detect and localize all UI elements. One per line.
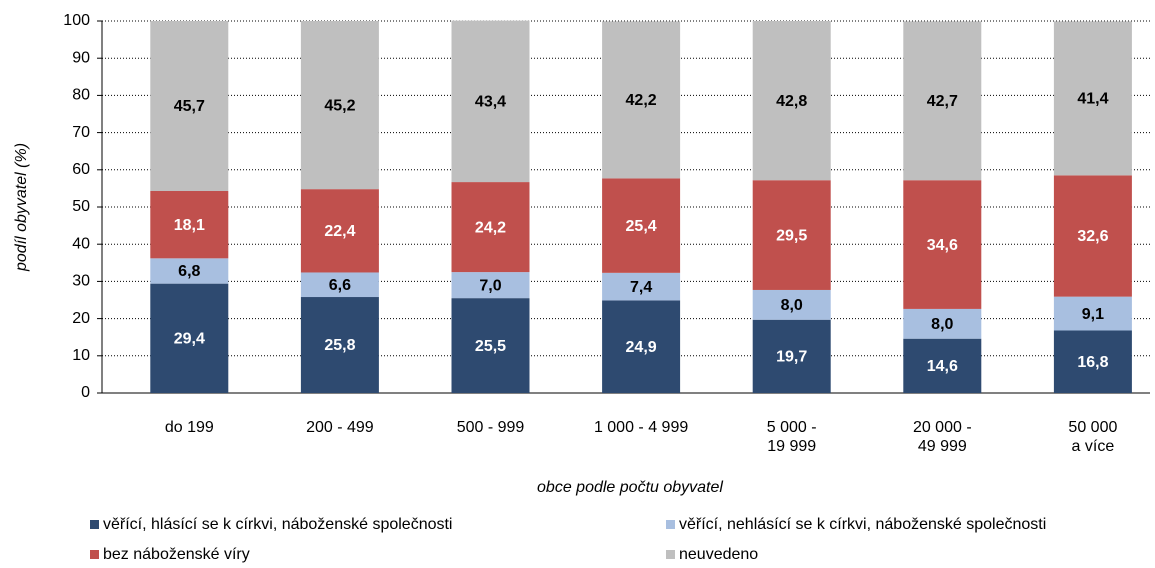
data-label: 25,4 xyxy=(626,218,657,235)
data-label: 24,2 xyxy=(475,219,506,236)
y-tick-label: 80 xyxy=(72,87,90,104)
bar-segment xyxy=(1053,296,1132,331)
bar-segment xyxy=(451,298,530,393)
data-label: 42,7 xyxy=(927,93,958,110)
data-label: 24,9 xyxy=(626,339,657,356)
legend-swatch xyxy=(90,520,99,529)
data-label: 29,4 xyxy=(174,331,205,348)
bar-segment xyxy=(451,20,530,183)
data-label: 6,8 xyxy=(178,263,200,280)
bar-segment xyxy=(903,308,982,339)
x-tick-label: 50 000 a více xyxy=(1068,419,1118,455)
bar-segment xyxy=(752,180,831,290)
data-label: 43,4 xyxy=(475,94,506,111)
data-label: 8,0 xyxy=(931,316,953,333)
legend-label: neuvedeno xyxy=(679,546,758,563)
y-tick-label: 30 xyxy=(72,273,90,290)
y-tick-label: 20 xyxy=(72,310,90,327)
bar-segment xyxy=(300,21,379,190)
bar-segment xyxy=(602,272,681,301)
bar-segment xyxy=(602,178,681,273)
data-label: 8,0 xyxy=(781,297,803,314)
legend-label: věřící, nehlásící se k církvi, nábožensk… xyxy=(679,516,1046,533)
y-tick-label: 0 xyxy=(81,384,90,401)
bar-segment xyxy=(1053,21,1132,176)
legend-swatch xyxy=(666,550,675,559)
data-label: 42,8 xyxy=(776,93,807,110)
y-tick-label: 50 xyxy=(72,198,90,215)
data-label: 14,6 xyxy=(927,358,958,375)
bar-segment xyxy=(300,189,379,273)
bar-segment xyxy=(300,297,379,393)
y-tick-label: 100 xyxy=(63,12,90,29)
x-tick-label: 5 000 - 19 999 xyxy=(766,419,817,455)
y-tick-label: 90 xyxy=(72,49,90,66)
y-tick-label: 70 xyxy=(72,124,90,141)
legend-swatch xyxy=(90,550,99,559)
data-label: 6,6 xyxy=(329,277,351,294)
data-label: 29,5 xyxy=(776,227,807,244)
bar-segment xyxy=(903,21,982,181)
data-label: 7,0 xyxy=(479,277,501,294)
data-label: 25,8 xyxy=(324,337,355,354)
bar-segment xyxy=(451,272,530,299)
bar-segment xyxy=(451,182,530,273)
data-label: 19,7 xyxy=(776,349,807,366)
x-tick-label: do 199 xyxy=(164,419,214,436)
y-axis-title: podíl obyvatel (%) xyxy=(13,143,30,272)
bar-segment xyxy=(1053,330,1132,393)
x-tick-label: 500 - 999 xyxy=(456,419,525,436)
bar-segment xyxy=(602,21,681,179)
data-label: 16,8 xyxy=(1077,354,1108,371)
data-label: 25,5 xyxy=(475,338,506,355)
y-tick-label: 60 xyxy=(72,161,90,178)
x-tick-label: 1 000 - 4 999 xyxy=(593,419,689,436)
data-label: 9,1 xyxy=(1082,306,1104,323)
bar-segment xyxy=(903,338,982,393)
data-label: 32,6 xyxy=(1077,228,1108,245)
data-label: 22,4 xyxy=(324,223,355,240)
y-tick-label: 10 xyxy=(72,347,90,364)
bar-segment xyxy=(752,319,831,393)
x-axis-title: obce podle počtu obyvatel xyxy=(537,479,723,496)
bar-segment xyxy=(150,191,229,259)
bar-segment xyxy=(752,21,831,181)
bar-segment xyxy=(300,272,379,298)
x-tick-label: 200 - 499 xyxy=(306,419,374,436)
legend-label: věřící, hlásící se k církvi, náboženské … xyxy=(103,516,452,533)
bar-segment xyxy=(1053,175,1132,297)
bar-segment xyxy=(903,180,982,309)
data-label: 18,1 xyxy=(174,217,205,234)
bar-segment xyxy=(150,283,229,393)
y-tick-label: 40 xyxy=(72,235,90,252)
bar-segment xyxy=(150,21,229,192)
legend-label: bez náboženské víry xyxy=(103,546,250,563)
x-tick-label: 20 000 - 49 999 xyxy=(912,419,972,455)
data-label: 45,2 xyxy=(324,97,355,114)
data-label: 45,7 xyxy=(174,98,205,115)
bar-segment xyxy=(602,300,681,393)
bar-segment xyxy=(150,258,229,284)
data-label: 42,2 xyxy=(626,92,657,109)
data-label: 7,4 xyxy=(630,279,652,296)
data-label: 34,6 xyxy=(927,237,958,254)
legend-swatch xyxy=(666,520,675,529)
data-label: 41,4 xyxy=(1077,91,1108,108)
bar-segment xyxy=(752,289,831,320)
